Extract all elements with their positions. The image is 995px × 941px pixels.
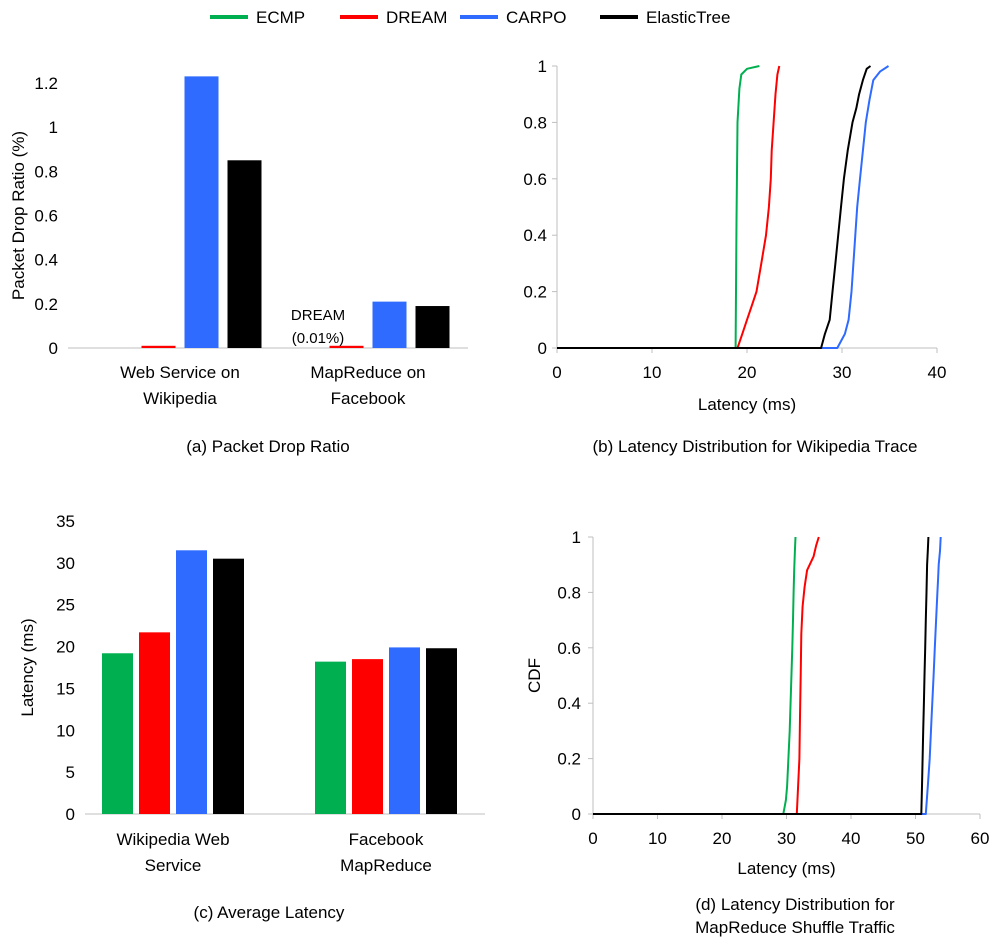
y-tick-label: 1 xyxy=(538,57,547,76)
bar-ecmp xyxy=(102,653,133,814)
y-axis-label: CDF xyxy=(525,658,544,693)
series-line-dream xyxy=(593,536,820,815)
y-tick-label: 0 xyxy=(572,805,581,824)
annotation-label: (0.01%) xyxy=(292,330,345,347)
y-tick-label: 1 xyxy=(49,118,58,137)
series-line-carpo xyxy=(557,65,890,349)
y-tick-label: 0.4 xyxy=(557,694,581,713)
y-tick-label: 1 xyxy=(572,528,581,547)
series-line-carpo xyxy=(593,536,942,815)
bar-dream xyxy=(139,632,170,814)
y-tick-label: 15 xyxy=(56,679,75,698)
y-tick-label: 0.8 xyxy=(557,583,581,602)
y-tick-label: 35 xyxy=(56,512,75,531)
x-tick-label: 20 xyxy=(713,829,732,848)
y-axis-label: Latency (ms) xyxy=(18,618,37,716)
y-tick-label: 0.8 xyxy=(523,113,547,132)
bar-carpo xyxy=(372,301,407,348)
y-tick-label: 20 xyxy=(56,638,75,657)
series-line-ecmp xyxy=(557,65,760,349)
x-tick-label: 50 xyxy=(906,829,925,848)
bar-dream xyxy=(141,345,176,348)
panel-caption: (d) Latency Distribution for xyxy=(695,895,895,914)
panel-caption: (a) Packet Drop Ratio xyxy=(186,437,349,456)
category-label: Wikipedia Web xyxy=(116,830,229,849)
legend-label-elastictree: ElasticTree xyxy=(646,8,730,27)
bar-elastictree xyxy=(415,306,450,348)
y-tick-label: 0.2 xyxy=(557,750,581,769)
x-tick-label: 0 xyxy=(588,829,597,848)
panel-caption: MapReduce Shuffle Traffic xyxy=(695,918,895,937)
bar-carpo xyxy=(389,647,420,814)
legend-label-dream: DREAM xyxy=(386,8,447,27)
bar-carpo xyxy=(176,550,207,814)
x-tick-label: 0 xyxy=(552,363,561,382)
y-tick-label: 0.2 xyxy=(34,295,58,314)
legend: ECMP DREAM CARPO ElasticTree xyxy=(210,8,730,27)
series-line-elastictree xyxy=(593,536,930,815)
y-tick-label: 0 xyxy=(49,339,58,358)
y-tick-label: 0.6 xyxy=(557,639,581,658)
bar-dream xyxy=(352,659,383,814)
x-tick-label: 60 xyxy=(971,829,990,848)
y-tick-label: 0 xyxy=(66,805,75,824)
y-axis-label: Packet Drop Ratio (%) xyxy=(9,131,28,300)
y-tick-label: 0.4 xyxy=(34,251,58,270)
x-tick-label: 20 xyxy=(738,363,757,382)
series-line-dream xyxy=(557,65,781,349)
legend-label-ecmp: ECMP xyxy=(256,8,305,27)
y-tick-label: 0.6 xyxy=(34,207,58,226)
series-line-elastictree xyxy=(557,65,872,349)
x-axis-label: Latency (ms) xyxy=(698,395,796,414)
legend-label-carpo: CARPO xyxy=(506,8,566,27)
bar-dream xyxy=(329,345,364,348)
panel-a-packet-drop-ratio: 0 0.2 0.4 0.6 0.8 1 1.2 Packet Drop Ratio (%) We… xyxy=(9,74,468,456)
bar-carpo xyxy=(184,76,219,348)
category-label: Service xyxy=(145,856,202,875)
y-tick-label: 25 xyxy=(56,596,75,615)
y-tick-label: 0.6 xyxy=(523,170,547,189)
bar-elastictree xyxy=(426,648,457,814)
y-tick-label: 0.2 xyxy=(523,283,547,302)
category-label: Facebook xyxy=(349,830,424,849)
x-tick-label: 10 xyxy=(648,829,667,848)
bar-ecmp xyxy=(315,661,346,814)
bar-elastictree xyxy=(227,160,262,348)
category-label: Wikipedia xyxy=(143,389,217,408)
category-label: Facebook xyxy=(331,389,406,408)
y-tick-label: 30 xyxy=(56,554,75,573)
y-tick-label: 5 xyxy=(66,763,75,782)
x-tick-label: 30 xyxy=(833,363,852,382)
series-line-ecmp xyxy=(593,536,797,815)
x-tick-label: 40 xyxy=(928,363,947,382)
category-label: MapReduce xyxy=(340,856,432,875)
x-tick-label: 10 xyxy=(643,363,662,382)
y-tick-label: 0.8 xyxy=(34,162,58,181)
x-axis-label: Latency (ms) xyxy=(737,859,835,878)
y-tick-label: 0 xyxy=(538,339,547,358)
annotation-label: DREAM xyxy=(291,307,345,324)
y-tick-label: 10 xyxy=(56,721,75,740)
category-label: Web Service on xyxy=(120,363,240,382)
panel-caption: (b) Latency Distribution for Wikipedia T… xyxy=(592,437,917,456)
panel-caption: (c) Average Latency xyxy=(194,903,345,922)
y-tick-label: 1.2 xyxy=(34,74,58,93)
x-tick-label: 40 xyxy=(842,829,861,848)
y-tick-label: 0.4 xyxy=(523,226,547,245)
category-label: MapReduce on xyxy=(310,363,425,382)
panel-c-average-latency: 0 5 10 15 20 25 30 35 Latency (ms) Wikipedia Web S… xyxy=(18,512,485,922)
panel-d-latency-cdf-mapreduce: 0 0.2 0.4 0.6 0.8 1 CDF 0 10 20 30 40 50 60 Latency (m… xyxy=(525,528,989,937)
bar-elastictree xyxy=(213,558,244,814)
x-tick-label: 30 xyxy=(777,829,796,848)
